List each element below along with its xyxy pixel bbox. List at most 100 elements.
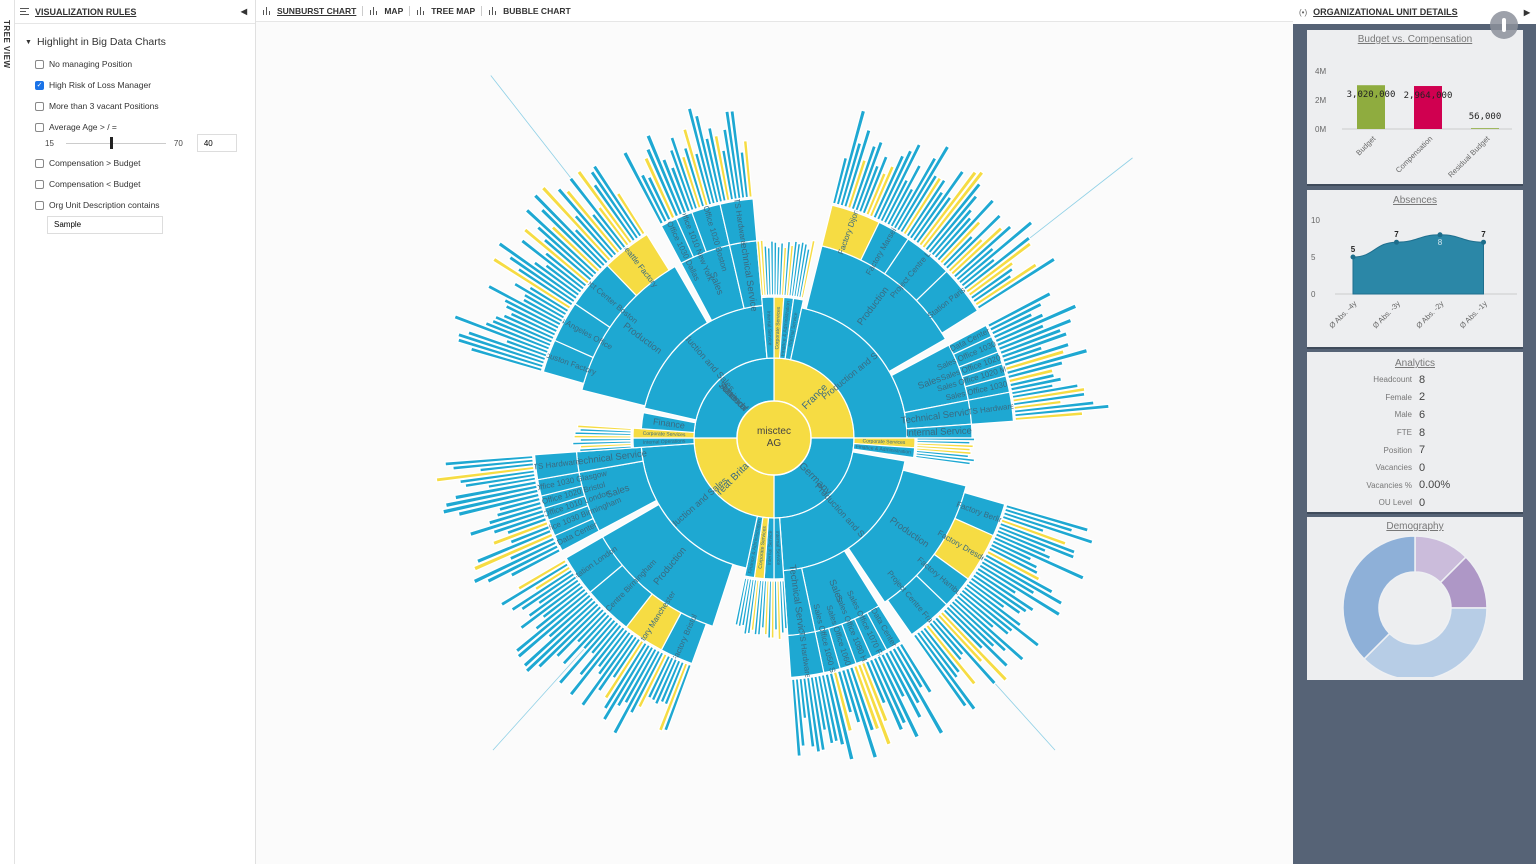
leaf-segment[interactable] xyxy=(579,437,632,442)
leaf-segment[interactable] xyxy=(518,581,583,631)
leaf-segment[interactable] xyxy=(516,266,574,307)
unit-segment[interactable] xyxy=(565,536,624,594)
leaf-segment[interactable] xyxy=(889,187,915,228)
leaf-segment[interactable] xyxy=(596,628,629,669)
leaf-segment[interactable] xyxy=(557,618,617,686)
donut-slice[interactable] xyxy=(1342,535,1416,660)
leaf-segment[interactable] xyxy=(1000,330,1069,360)
data-point[interactable] xyxy=(1394,239,1399,245)
data-point[interactable] xyxy=(1350,254,1356,260)
leaf-segment[interactable] xyxy=(601,643,652,722)
leaf-segment[interactable] xyxy=(487,476,537,490)
leaf-segment[interactable] xyxy=(839,141,863,207)
leaf-segment[interactable] xyxy=(1000,518,1067,547)
leaf-segment[interactable] xyxy=(734,577,748,626)
leaf-segment[interactable] xyxy=(885,163,923,227)
leaf-segment[interactable] xyxy=(980,559,1036,596)
leaf-segment[interactable] xyxy=(491,318,552,348)
leaf-segment[interactable] xyxy=(962,235,1032,291)
leaf-segment[interactable] xyxy=(794,678,806,747)
leaf-segment[interactable] xyxy=(971,573,1029,614)
rule-high-risk-of-loss-manager[interactable]: ✓ High Risk of Loss Manager xyxy=(35,79,255,91)
leaf-segment[interactable] xyxy=(611,637,642,680)
rule-more-than-3-vacant[interactable]: More than 3 vacant Positions xyxy=(35,100,255,112)
leaf-segment[interactable] xyxy=(941,234,975,268)
leaf-segment[interactable] xyxy=(955,594,996,630)
leaf-segment[interactable] xyxy=(850,144,878,211)
leaf-segment[interactable] xyxy=(502,313,555,341)
leaf-segment[interactable] xyxy=(568,625,626,697)
leaf-segment[interactable] xyxy=(856,663,893,746)
department-segment[interactable] xyxy=(852,442,916,459)
leaf-segment[interactable] xyxy=(915,630,977,712)
leaf-segment[interactable] xyxy=(860,661,889,723)
tree-view-strip[interactable]: TREE VIEW xyxy=(0,0,15,864)
leaf-segment[interactable] xyxy=(646,175,672,222)
leaf-segment[interactable] xyxy=(486,283,562,327)
leaf-segment[interactable] xyxy=(579,632,636,708)
leaf-segment[interactable] xyxy=(854,140,884,212)
leaf-segment[interactable] xyxy=(519,571,576,612)
leaf-segment[interactable] xyxy=(835,109,867,206)
leaf-segment[interactable] xyxy=(644,147,680,218)
leaf-segment[interactable] xyxy=(706,126,727,203)
leaf-segment[interactable] xyxy=(891,646,945,736)
leaf-segment[interactable] xyxy=(528,285,570,314)
leaf-segment[interactable] xyxy=(944,213,1003,271)
leaf-segment[interactable] xyxy=(541,584,585,620)
unit-segment[interactable] xyxy=(606,233,670,297)
leaf-segment[interactable] xyxy=(663,660,685,706)
leaf-segment[interactable] xyxy=(997,525,1076,560)
leaf-segment[interactable] xyxy=(521,297,564,324)
leaf-segment[interactable] xyxy=(498,496,541,513)
leaf-segment[interactable] xyxy=(921,626,962,675)
leaf-segment[interactable] xyxy=(497,240,579,301)
leaf-segment[interactable] xyxy=(828,672,855,761)
leaf-segment[interactable] xyxy=(704,137,724,203)
leaf-segment[interactable] xyxy=(646,654,672,700)
leaf-segment[interactable] xyxy=(824,673,846,747)
leaf-segment[interactable] xyxy=(527,578,580,619)
leaf-segment[interactable] xyxy=(899,173,939,234)
leaf-segment[interactable] xyxy=(992,312,1045,340)
leaf-segment[interactable] xyxy=(960,257,997,288)
leaf-segment[interactable] xyxy=(554,607,606,659)
leaf-segment[interactable] xyxy=(522,599,598,669)
leaf-segment[interactable] xyxy=(843,128,872,208)
leaf-segment[interactable] xyxy=(831,156,849,205)
leaf-segment[interactable] xyxy=(495,500,543,519)
leaf-segment[interactable] xyxy=(1013,399,1062,411)
leaf-segment[interactable] xyxy=(999,327,1063,356)
leaf-segment[interactable] xyxy=(536,575,578,606)
info-alert-icon[interactable] xyxy=(1490,11,1518,39)
leaf-segment[interactable] xyxy=(669,136,699,211)
tab-map[interactable]: MAP xyxy=(369,6,403,16)
leaf-segment[interactable] xyxy=(596,205,630,247)
description-contains-input[interactable] xyxy=(47,215,163,234)
leaf-segment[interactable] xyxy=(512,281,568,317)
leaf-segment[interactable] xyxy=(681,127,709,207)
leaf-segment[interactable] xyxy=(514,590,590,654)
leaf-segment[interactable] xyxy=(816,674,835,745)
leaf-segment[interactable] xyxy=(567,176,627,250)
leaf-segment[interactable] xyxy=(493,314,554,344)
leaf-segment[interactable] xyxy=(486,544,560,585)
leaf-segment[interactable] xyxy=(472,540,558,585)
leaf-segment[interactable] xyxy=(591,164,643,238)
leaf-segment[interactable] xyxy=(596,630,632,677)
leaf-segment[interactable] xyxy=(441,488,539,515)
leaf-segment[interactable] xyxy=(887,648,922,705)
leaf-segment[interactable] xyxy=(936,613,984,664)
leaf-segment[interactable] xyxy=(682,146,706,208)
leaf-segment[interactable] xyxy=(643,156,676,220)
leaf-segment[interactable] xyxy=(657,662,689,732)
leaf-segment[interactable] xyxy=(575,610,609,645)
leaf-segment[interactable] xyxy=(994,532,1052,561)
leaf-segment[interactable] xyxy=(662,663,693,732)
leaf-segment[interactable] xyxy=(456,337,545,369)
leaf-segment[interactable] xyxy=(992,535,1086,581)
leaf-segment[interactable] xyxy=(875,149,914,221)
leaf-segment[interactable] xyxy=(543,250,588,288)
leaf-segment[interactable] xyxy=(938,220,982,265)
leaf-segment[interactable] xyxy=(680,155,702,209)
